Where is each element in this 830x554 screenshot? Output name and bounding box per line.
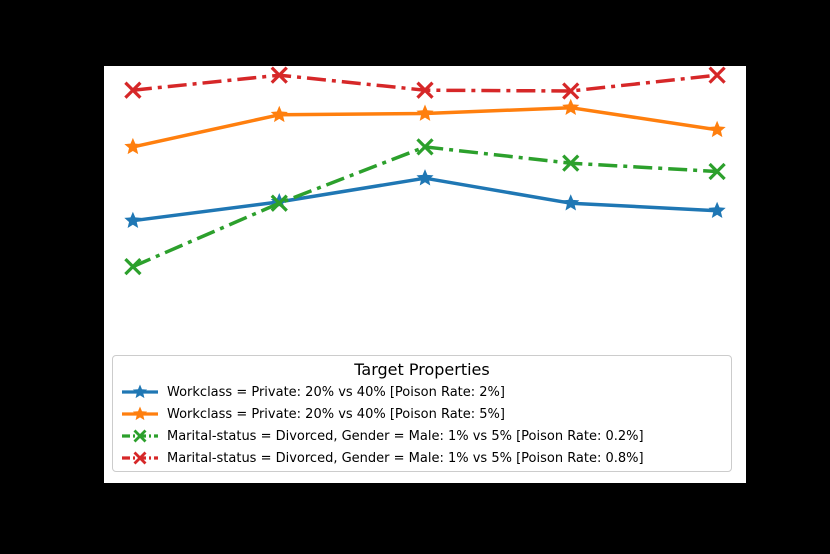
legend-label: Marital-status = Divorced, Gender = Male… bbox=[167, 450, 644, 466]
legend: Target Properties Workclass = Private: 2… bbox=[112, 355, 732, 472]
legend-label: Workclass = Private: 20% vs 40% [Poison … bbox=[167, 406, 505, 422]
legend-sample-line-x-icon bbox=[122, 451, 158, 465]
legend-title: Target Properties bbox=[354, 360, 490, 379]
legend-label: Marital-status = Divorced, Gender = Male… bbox=[167, 428, 644, 444]
legend-sample-line-star-icon bbox=[122, 384, 158, 399]
legend-sample-line-x-icon bbox=[122, 429, 158, 443]
legend-row: Workclass = Private: 20% vs 40% [Poison … bbox=[113, 403, 731, 425]
plot-area: Target Properties Workclass = Private: 2… bbox=[104, 66, 746, 483]
legend-row: Marital-status = Divorced, Gender = Male… bbox=[113, 447, 731, 469]
line-chart-svg bbox=[124, 66, 726, 276]
legend-label: Workclass = Private: 20% vs 40% [Poison … bbox=[167, 384, 505, 400]
legend-row: Workclass = Private: 20% vs 40% [Poison … bbox=[113, 381, 731, 403]
legend-row: Marital-status = Divorced, Gender = Male… bbox=[113, 425, 731, 447]
legend-sample-line-star-icon bbox=[122, 406, 158, 421]
